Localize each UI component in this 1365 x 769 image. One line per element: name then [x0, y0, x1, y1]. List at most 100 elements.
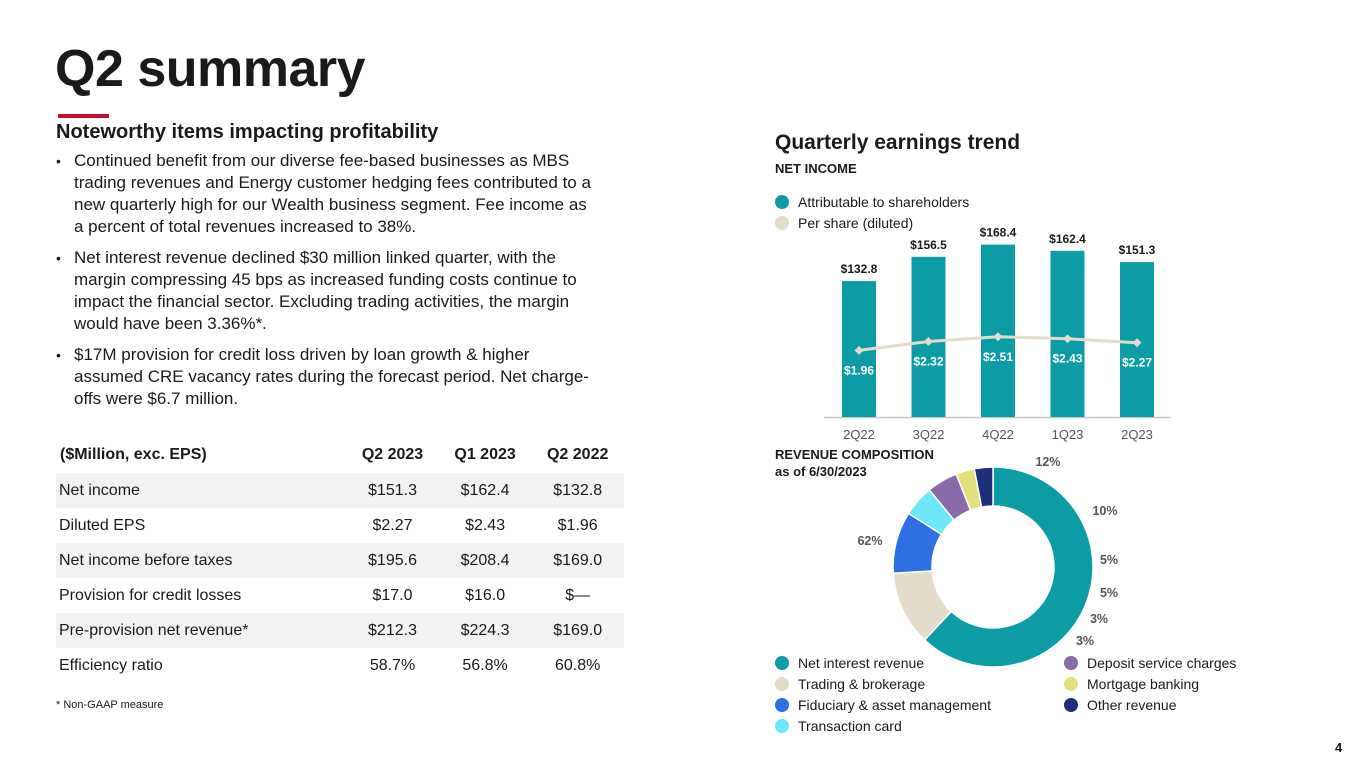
table-header-row: ($Million, exc. EPS) Q2 2023 Q1 2023 Q2 …	[56, 437, 624, 473]
legend-swatch	[775, 718, 789, 733]
bar-value-label: $162.4	[1049, 232, 1086, 246]
donut-percent-label: 3%	[1076, 634, 1094, 648]
legend-label: Transaction card	[798, 717, 902, 734]
footnote: * Non-GAAP measure	[56, 699, 164, 711]
x-tick-label: 1Q23	[1052, 427, 1084, 442]
table-header-cell: ($Million, exc. EPS)	[60, 446, 207, 463]
table-row: Efficiency ratio 58.7% 56.8% 60.8%	[56, 648, 624, 683]
eps-value-label: $2.32	[913, 354, 943, 368]
legend-swatch	[775, 676, 789, 691]
x-tick-label: 4Q22	[982, 427, 1014, 442]
bar-value-label: $132.8	[841, 262, 878, 276]
donut-percent-label: 5%	[1100, 553, 1118, 567]
eps-value-label: $2.43	[1052, 352, 1082, 366]
table-cell: $132.8	[553, 481, 603, 499]
bar	[981, 244, 1015, 417]
table-header-cell: Q1 2023	[454, 446, 516, 463]
legend-swatch	[775, 655, 789, 670]
table-header-cell: Q2 2022	[546, 446, 609, 463]
legend-label: Net interest revenue	[798, 654, 925, 671]
table-cell: $2.43	[465, 516, 506, 534]
table-cell: 60.8%	[555, 656, 601, 674]
table-cell: $151.3	[368, 481, 417, 499]
donut-percent-label: 12%	[1035, 455, 1060, 469]
bar	[1050, 250, 1085, 417]
eps-point	[924, 336, 933, 346]
section-heading: Noteworthy items impacting profitability	[56, 121, 439, 143]
legend-item: Other revenue	[1064, 694, 1236, 715]
legend-item: Trading & brokerage	[775, 673, 991, 694]
legend-swatch	[775, 215, 789, 230]
legend-label: Mortgage banking	[1087, 675, 1200, 692]
page-number: 4	[1335, 740, 1343, 755]
table-cell: 56.8%	[462, 656, 508, 674]
table-row: Net income $151.3 $162.4 $132.8	[56, 473, 624, 508]
eps-value-label: $2.51	[983, 350, 1013, 364]
table-cell: $162.4	[460, 481, 510, 499]
legend-item: Net interest revenue	[775, 652, 991, 673]
title-accent-rule	[58, 114, 109, 118]
table-cell: Diluted EPS	[59, 516, 146, 534]
bar-value-label: $156.5	[910, 238, 947, 252]
table-row: Pre-provision net revenue* $212.3 $224.3…	[56, 613, 624, 648]
legend-label: Attributable to shareholders	[798, 193, 970, 210]
bullet-item: Net interest revenue declined $30 millio…	[56, 247, 596, 335]
table-header-cell: Q2 2023	[361, 446, 424, 463]
donut-slice	[923, 466, 1094, 668]
donut-percent-label: 62%	[857, 534, 882, 548]
table-cell: Pre-provision net revenue*	[59, 621, 249, 639]
legend-label: Per share (diluted)	[798, 214, 914, 231]
donut-title: REVENUE COMPOSITION as of 6/30/2023	[775, 446, 934, 480]
bullet-item: Continued benefit from our diverse fee-b…	[56, 150, 596, 238]
table-cell: Efficiency ratio	[59, 656, 163, 674]
x-tick-label: 2Q22	[843, 427, 875, 442]
eps-point	[1132, 338, 1142, 348]
bar-value-label: $168.4	[980, 226, 1017, 240]
legend-label: Trading & brokerage	[798, 675, 926, 692]
donut-legend-left: Net interest revenue Trading & brokerage…	[775, 652, 991, 736]
donut-title-line: REVENUE COMPOSITION	[775, 447, 934, 462]
legend-item: Transaction card	[775, 715, 991, 736]
table-cell: $195.6	[368, 551, 417, 569]
eps-value-label: $2.27	[1122, 356, 1152, 370]
chart-title: Quarterly earnings trend	[775, 131, 1021, 154]
eps-point	[1063, 334, 1072, 344]
slide-title: Q2 summary	[55, 40, 366, 98]
donut-slice	[973, 466, 994, 508]
table-row: Diluted EPS $2.27 $2.43 $1.96	[56, 508, 624, 543]
bullet-item: $17M provision for credit loss driven by…	[56, 344, 596, 410]
legend-swatch	[775, 697, 789, 712]
table-cell: $208.4	[460, 551, 510, 569]
legend-swatch	[1064, 655, 1078, 670]
legend-item: Attributable to shareholders	[775, 191, 969, 212]
chart-subtitle: NET INCOME	[775, 161, 857, 176]
table-cell: $169.0	[553, 621, 603, 639]
bar	[911, 256, 946, 417]
eps-value-label: $1.96	[844, 363, 874, 377]
legend-swatch	[775, 194, 789, 209]
x-tick-label: 2Q23	[1121, 427, 1153, 442]
table-cell: $169.0	[553, 551, 603, 569]
table-cell: $17.0	[372, 586, 413, 604]
donut-percent-label: 10%	[1092, 504, 1117, 518]
legend-swatch	[1064, 697, 1078, 712]
eps-point	[854, 345, 864, 355]
eps-point	[993, 332, 1003, 342]
donut-legend-right: Deposit service charges Mortgage banking…	[1064, 652, 1236, 715]
donut-percent-label: 5%	[1100, 586, 1118, 600]
donut-subtitle-line: as of 6/30/2023	[775, 464, 867, 479]
x-tick-label: 3Q22	[913, 427, 945, 442]
table-cell: $—	[565, 586, 591, 604]
legend-item: Deposit service charges	[1064, 652, 1236, 673]
table-cell: $1.96	[557, 516, 598, 534]
table-cell: Net income before taxes	[59, 551, 233, 569]
table-row: Provision for credit losses $17.0 $16.0 …	[56, 578, 624, 613]
table-row: Net income before taxes $195.6 $208.4 $1…	[56, 543, 624, 578]
bullet-list: Continued benefit from our diverse fee-b…	[56, 150, 596, 419]
legend-item: Fiduciary & asset management	[775, 694, 991, 715]
legend-label: Other revenue	[1087, 696, 1177, 713]
legend-item: Mortgage banking	[1064, 673, 1236, 694]
table-cell: Provision for credit losses	[59, 586, 242, 604]
table-cell: 58.7%	[369, 656, 416, 674]
